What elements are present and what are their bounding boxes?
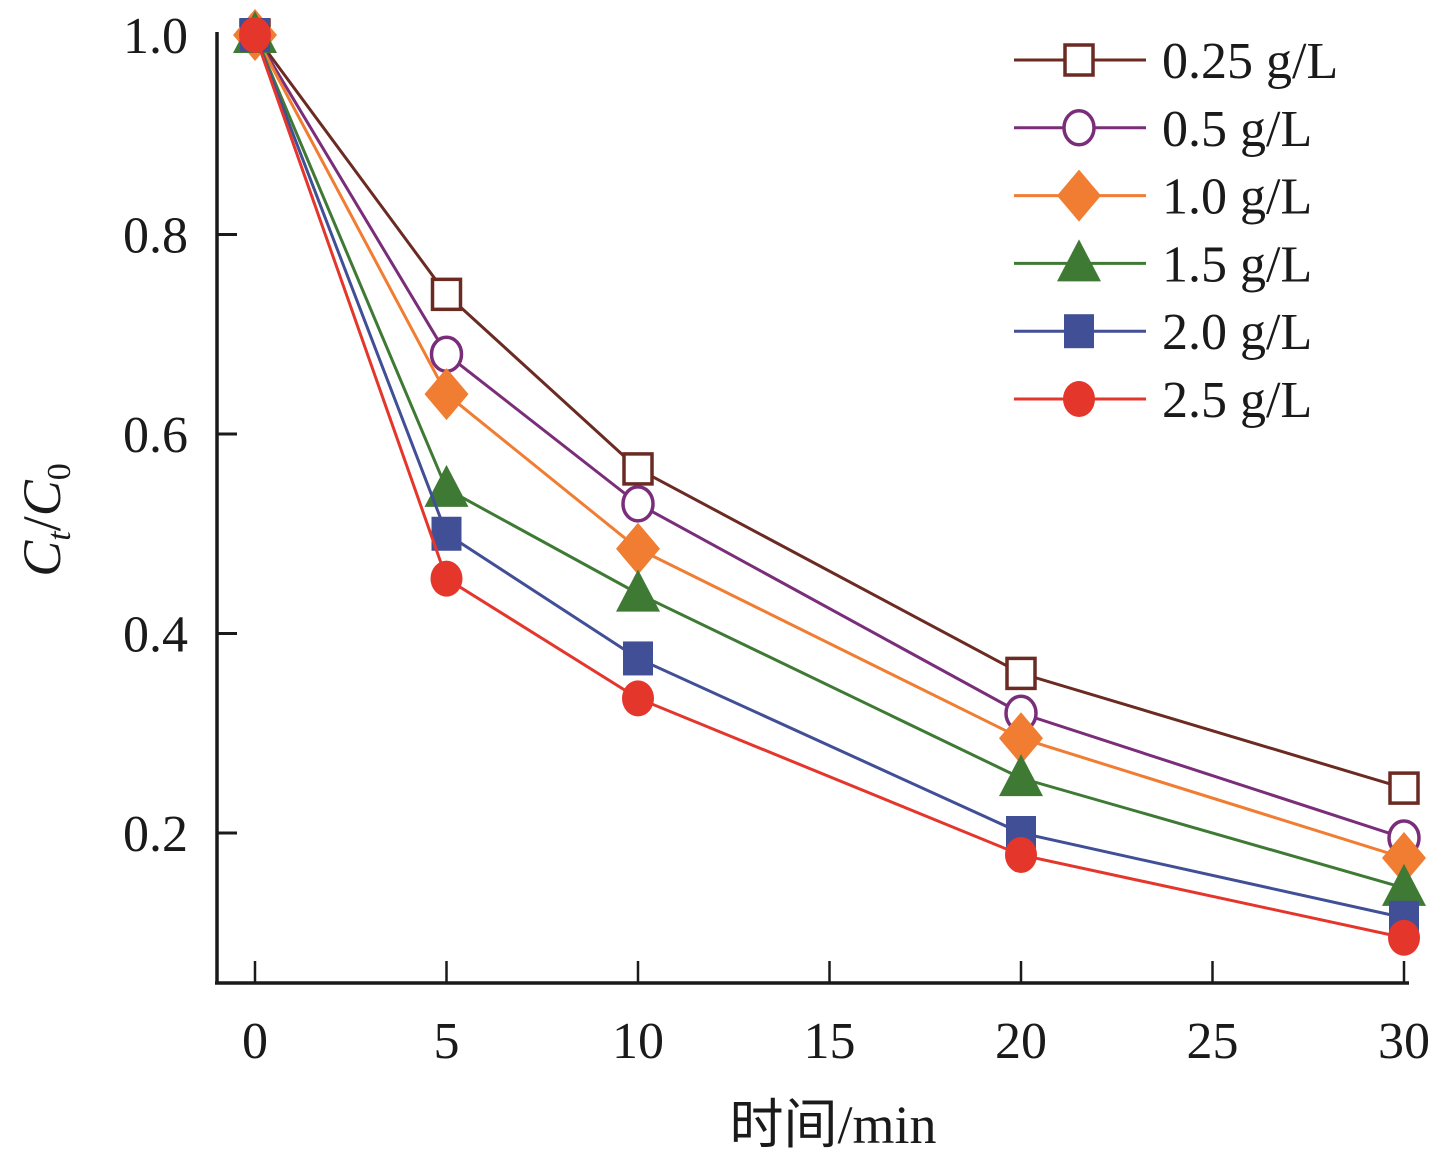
x-ticks: 0 5 10 15 20 25 30 <box>242 961 1430 1070</box>
legend-item: 0.5 g/L <box>1014 101 1312 158</box>
y-axis-title: Ct/C0 <box>12 463 78 577</box>
data-point <box>999 754 1043 797</box>
data-point <box>1005 656 1037 691</box>
legend-marker <box>1062 109 1096 147</box>
svg-text:Ct/C0: Ct/C0 <box>12 463 78 577</box>
legend-marker <box>1057 169 1101 222</box>
x-tick-label: 5 <box>434 1013 460 1070</box>
series-line <box>253 34 1405 890</box>
x-tick-label: 15 <box>804 1013 856 1070</box>
legend-item: 2.0 g/L <box>1014 304 1312 361</box>
data-point <box>424 368 469 421</box>
legend-label: 2.5 g/L <box>1162 372 1312 429</box>
y-axis-title-sub-t: t <box>41 530 78 541</box>
y-tick-label: 1.0 <box>123 8 188 65</box>
y-ticks: 0.2 0.4 0.6 0.8 1.0 <box>123 8 237 863</box>
axes <box>215 32 1409 985</box>
data-point <box>424 464 469 507</box>
legend-label: 1.5 g/L <box>1162 236 1312 293</box>
data-point <box>1388 919 1420 956</box>
legend-label: 0.25 g/L <box>1162 33 1338 90</box>
x-tick-label: 0 <box>242 1013 268 1070</box>
legend-marker <box>1057 239 1101 282</box>
series-line <box>253 34 1405 920</box>
x-tick-label: 30 <box>1378 1013 1430 1070</box>
x-tick-label: 25 <box>1187 1013 1239 1070</box>
data-point <box>1382 831 1426 884</box>
legend-marker <box>1063 43 1095 77</box>
data-point <box>622 680 654 717</box>
data-point <box>430 560 463 597</box>
legend-label: 0.5 g/L <box>1162 101 1312 158</box>
legend: 0.25 g/L 0.5 g/L 1.0 g/L 1.5 g/L 2.0 g/L 2.5 … <box>1014 33 1338 429</box>
legend-item: 1.0 g/L <box>1014 169 1312 226</box>
data-point <box>239 17 271 53</box>
legend-item: 2.5 g/L <box>1014 372 1312 429</box>
y-axis-title-sep: / <box>12 516 72 531</box>
legend-item: 0.25 g/L <box>1014 33 1338 90</box>
data-point <box>430 277 463 312</box>
data-point <box>429 335 464 373</box>
y-tick-label: 0.8 <box>123 208 188 265</box>
x-axis-title: 时间/min <box>729 1095 936 1155</box>
series-1-0-g-l <box>233 9 1426 884</box>
data-point <box>1005 836 1037 873</box>
data-point <box>431 516 462 551</box>
data-point <box>623 641 653 676</box>
x-tick-label: 20 <box>995 1013 1047 1070</box>
data-point <box>1382 863 1426 906</box>
y-tick-label: 0.2 <box>123 806 188 863</box>
data-point <box>616 522 660 575</box>
series-2-5-g-l <box>239 17 1420 956</box>
legend-item: 1.5 g/L <box>1014 236 1312 293</box>
data-point <box>999 712 1043 765</box>
x-tick-label: 10 <box>612 1013 664 1070</box>
y-axis-title-sub-0: 0 <box>41 463 78 480</box>
y-tick-label: 0.6 <box>123 407 188 464</box>
data-point <box>622 452 654 486</box>
data-point <box>621 485 655 523</box>
y-tick-label: 0.4 <box>123 607 188 664</box>
legend-label: 1.0 g/L <box>1162 169 1312 226</box>
legend-marker <box>1064 314 1094 349</box>
legend-marker <box>1063 381 1095 417</box>
y-axis-title-c1: C <box>12 540 72 577</box>
y-axis-title-c2: C <box>12 479 72 516</box>
series-layer <box>233 9 1426 956</box>
data-point <box>616 569 660 612</box>
legend-label: 2.0 g/L <box>1162 304 1312 361</box>
data-point <box>1388 771 1420 805</box>
